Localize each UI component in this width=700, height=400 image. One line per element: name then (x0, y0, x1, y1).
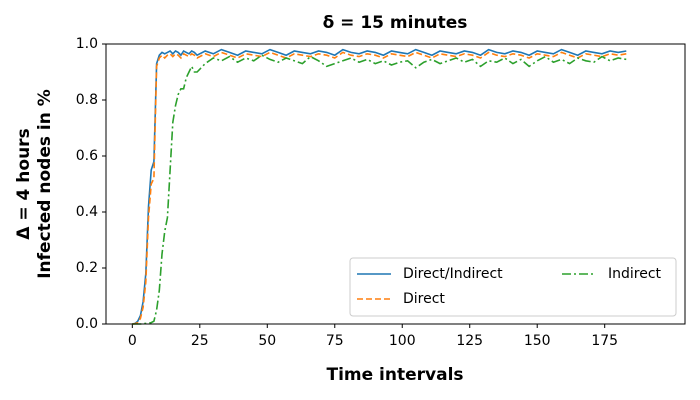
line-series (132, 54, 627, 325)
y-tick-label: 0.4 (76, 204, 98, 220)
chart-title: δ = 15 minutes (323, 13, 468, 33)
line-series (132, 48, 627, 325)
y-axis-label: Δ = 4 hours (14, 128, 34, 239)
x-tick-label: 100 (389, 333, 416, 349)
y-tick-label: 0.8 (76, 92, 98, 108)
y-tick-label: 0.0 (76, 316, 98, 332)
x-tick-label: 0 (128, 333, 137, 349)
y-tick-label: 1.0 (76, 36, 98, 52)
x-tick-label: 50 (258, 333, 276, 349)
legend-label: Direct (403, 291, 445, 307)
plot-frame (105, 43, 686, 325)
x-tick-label: 75 (326, 333, 344, 349)
legend-label: Indirect (608, 266, 662, 282)
y-tick-label: 0.6 (76, 148, 98, 164)
x-tick-label: 125 (456, 333, 483, 349)
line-series (132, 51, 627, 325)
x-tick-label: 175 (591, 333, 618, 349)
y-tick-label: 0.2 (76, 260, 98, 276)
x-tick-label: 25 (191, 333, 209, 349)
y-axis-label: Infected nodes in % (35, 89, 55, 279)
legend-label: Direct/Indirect (403, 266, 503, 282)
x-axis-label: Time intervals (326, 365, 463, 385)
x-tick-label: 150 (524, 333, 551, 349)
legend-box (349, 257, 677, 317)
